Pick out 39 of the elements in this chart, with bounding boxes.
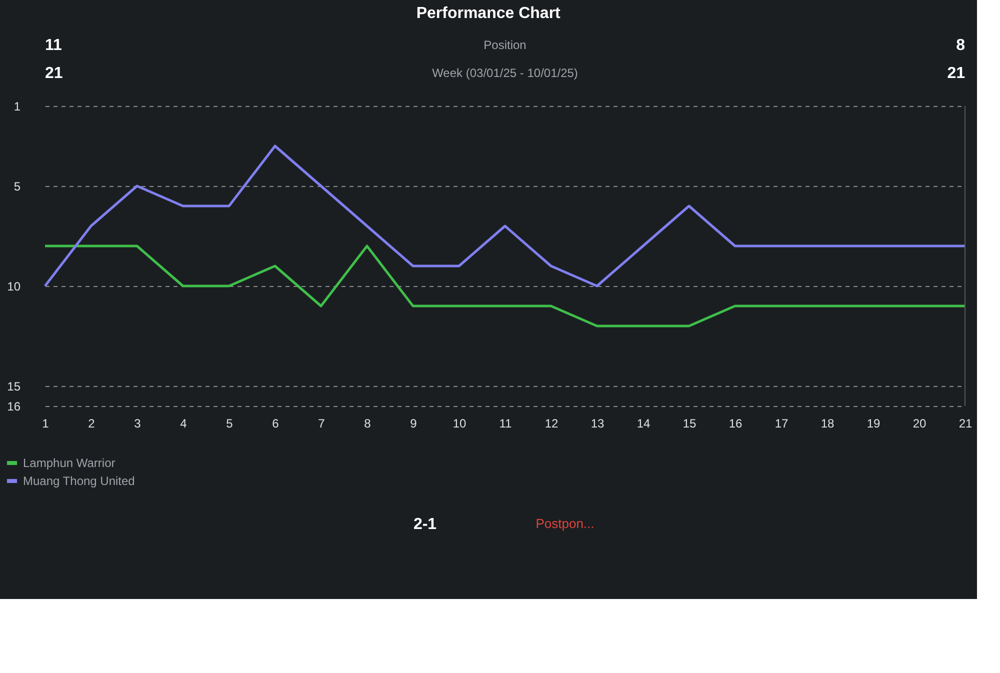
- x-tick-label: 17: [774, 416, 788, 430]
- text: 21: [947, 65, 966, 82]
- line-series: [44, 244, 966, 328]
- text: 8: [956, 37, 966, 54]
- text: Postpon...: [536, 516, 594, 531]
- x-tick-label: 5: [226, 416, 234, 430]
- x-tick-label: 13: [590, 416, 604, 430]
- y-tick-label: 10: [7, 280, 21, 294]
- x-tick-label: 9: [410, 416, 418, 430]
- x-tick-label: 11: [499, 416, 512, 430]
- x-tick-label: 6: [272, 416, 280, 430]
- x-tick-label: 16: [728, 416, 742, 430]
- x-tick-label: 1: [42, 416, 50, 430]
- y-tick-label: 16: [7, 400, 21, 414]
- x-tick-label: 20: [912, 416, 926, 430]
- x-tick-label: 8: [364, 416, 372, 430]
- x-tick-label: 18: [820, 416, 834, 430]
- x-tick-label: 14: [636, 416, 650, 430]
- x-tick-label: 2: [88, 416, 96, 430]
- legend-label: Lamphun Warrior: [23, 456, 116, 470]
- text: 2-1: [413, 516, 437, 533]
- y-tick-label: 1: [14, 100, 21, 114]
- x-tick-label: 19: [866, 416, 880, 430]
- x-tick-label: 7: [318, 416, 326, 430]
- y-tick-label: 5: [14, 180, 21, 194]
- x-tick-label: 21: [958, 416, 972, 430]
- x-tick-label: 10: [452, 416, 466, 430]
- line-series: [44, 144, 966, 288]
- x-tick-label: 4: [180, 416, 188, 430]
- y-tick-label: 15: [7, 380, 21, 394]
- chart-title: Performance Chart: [416, 5, 562, 22]
- text: 11: [45, 37, 62, 54]
- x-tick-label: 12: [544, 416, 558, 430]
- legend-label: Muang Thong United: [23, 474, 135, 488]
- x-tick-label: 15: [682, 416, 696, 430]
- x-tick-label: 3: [134, 416, 142, 430]
- text: 21: [45, 65, 63, 82]
- text: Position: [484, 38, 526, 52]
- text: Week (03/01/25 - 10/01/25): [432, 66, 578, 80]
